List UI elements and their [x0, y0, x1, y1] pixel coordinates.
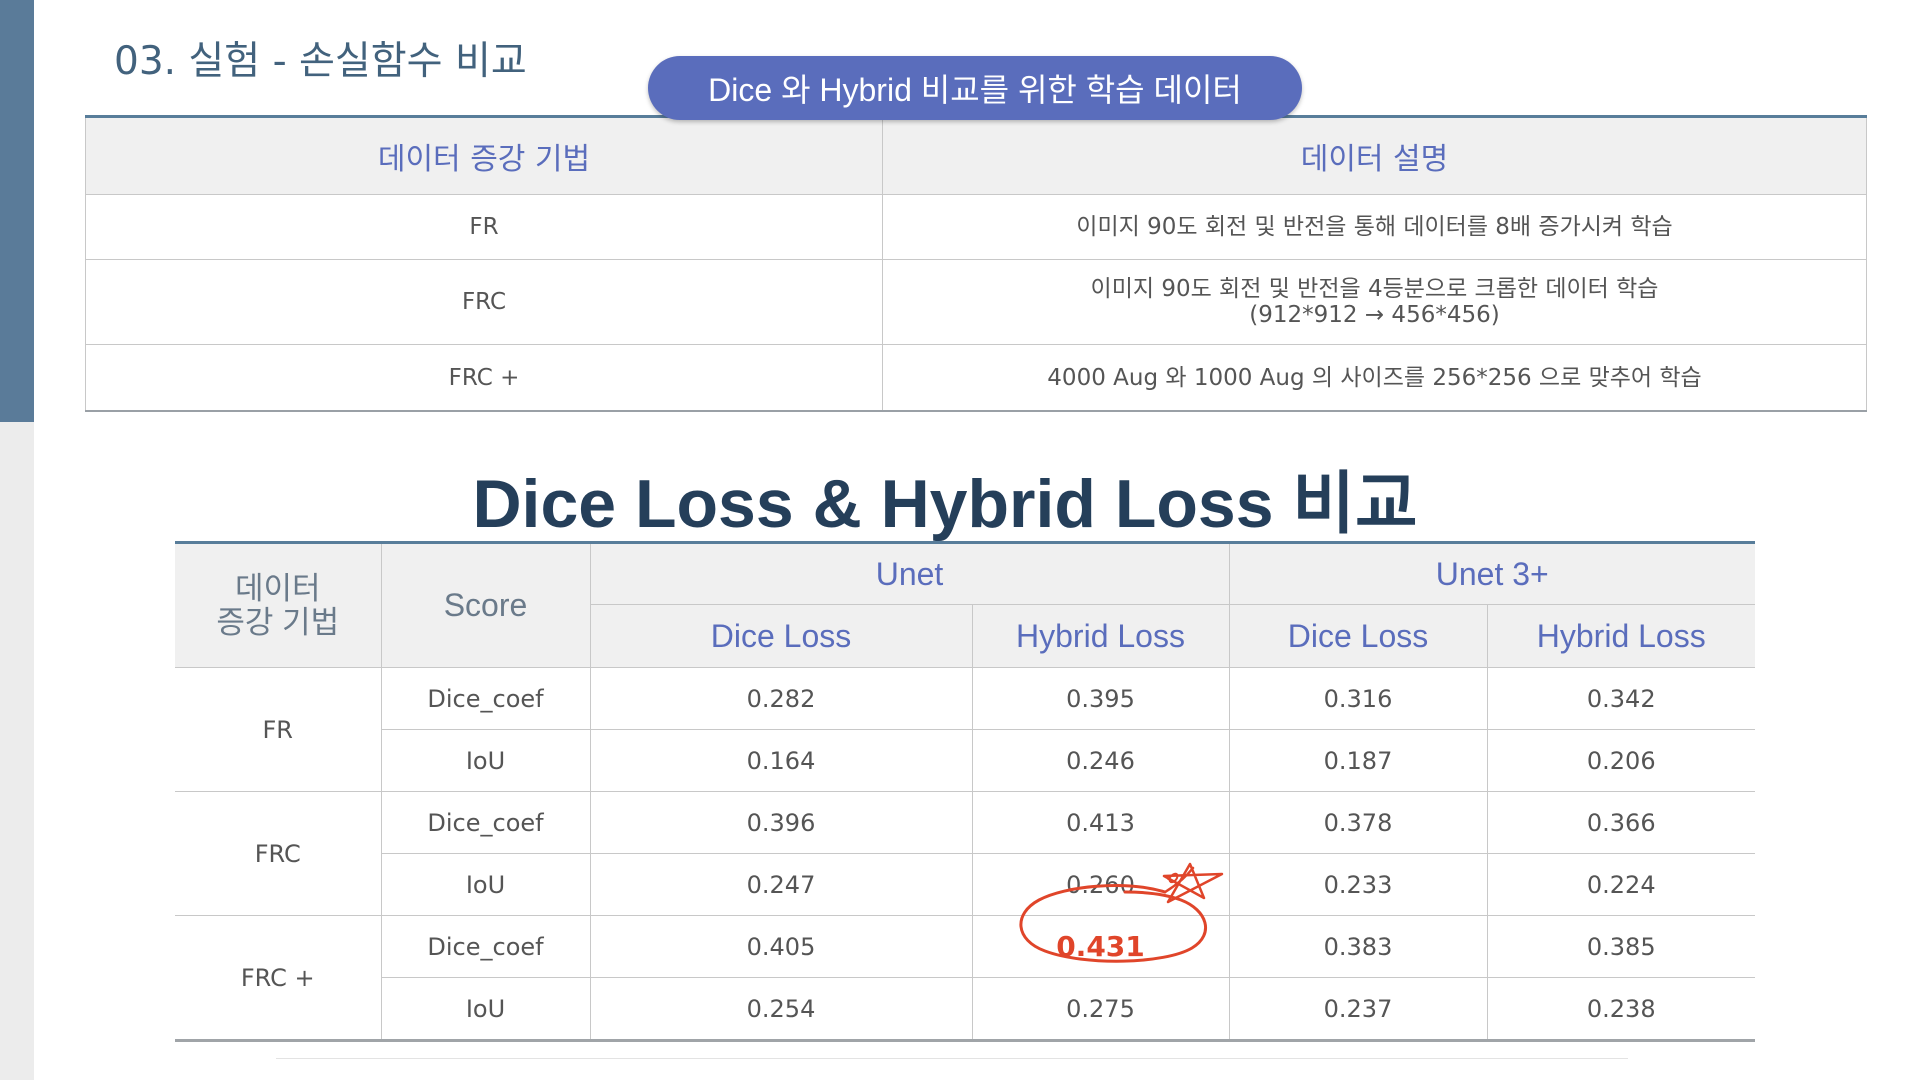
- score-value: 0.395: [971, 667, 1230, 730]
- score-value: 0.396: [589, 791, 973, 854]
- score-value: 0.247: [589, 853, 973, 916]
- left-accent-strip: [0, 0, 34, 422]
- table-row: IoU 0.254 0.275 0.237 0.238: [175, 977, 1755, 1041]
- score-value: 0.366: [1486, 791, 1755, 854]
- results-table: 데이터 증강 기법 Score Unet Unet 3+ Dice Loss H…: [175, 541, 1755, 1042]
- subheader-hybrid-loss: Hybrid Loss: [1486, 604, 1755, 668]
- header-line: 데이터: [234, 570, 321, 606]
- augment-method: FRC +: [175, 915, 382, 1041]
- score-value: 0.206: [1486, 729, 1755, 792]
- score-value: 0.385: [1486, 915, 1755, 978]
- header-augment-method: 데이터 증강 기법: [85, 116, 883, 195]
- table-row: IoU 0.247 0.260 0.233 0.224: [175, 853, 1755, 916]
- footer-divider: [276, 1058, 1628, 1059]
- table-row: FRC 이미지 90도 회전 및 반전을 4등분으로 크롭한 데이터 학습 (9…: [85, 259, 1867, 345]
- augment-description: 이미지 90도 회전 및 반전을 통해 데이터를 8배 증가시켜 학습: [882, 194, 1867, 260]
- table-row: IoU 0.164 0.246 0.187 0.206: [175, 729, 1755, 792]
- score-value: 0.383: [1228, 915, 1488, 978]
- table-row: FR 이미지 90도 회전 및 반전을 통해 데이터를 8배 증가시켜 학습: [85, 194, 1867, 260]
- table-row: FRC Dice_coef 0.396 0.413 0.378 0.366: [175, 791, 1755, 916]
- score-value: 0.254: [589, 977, 973, 1041]
- augment-method: FR: [85, 194, 883, 260]
- header-group-unet3plus: Unet 3+: [1228, 542, 1755, 605]
- score-name: Dice_coef: [380, 915, 591, 978]
- score-value: 0.275: [971, 977, 1230, 1041]
- score-value: 0.238: [1486, 977, 1755, 1041]
- score-value: 0.282: [589, 667, 973, 730]
- left-grey-strip: [0, 422, 34, 1080]
- score-name: Dice_coef: [380, 667, 591, 730]
- score-name: IoU: [380, 729, 591, 792]
- subheader-hybrid-loss: Hybrid Loss: [971, 604, 1230, 668]
- subheader-dice-loss: Dice Loss: [589, 604, 973, 668]
- score-value: 0.246: [971, 729, 1230, 792]
- table-row: FR Dice_coef 0.282 0.395 0.316 0.342: [175, 667, 1755, 792]
- score-value: 0.378: [1228, 791, 1488, 854]
- section-title: 03. 실험 - 손실함수 비교: [114, 39, 527, 84]
- header-data-description: 데이터 설명: [882, 116, 1867, 195]
- score-value: 0.342: [1486, 667, 1755, 730]
- header-augment-method: 데이터 증강 기법: [175, 542, 382, 668]
- score-value: 0.233: [1228, 853, 1488, 916]
- score-name: IoU: [380, 977, 591, 1041]
- score-value: 0.237: [1228, 977, 1488, 1041]
- subheader-dice-loss: Dice Loss: [1228, 604, 1488, 668]
- training-data-pill: Dice 와 Hybrid 비교를 위한 학습 데이터: [648, 56, 1302, 120]
- score-value: 0.187: [1228, 729, 1488, 792]
- comparison-title: Dice Loss & Hybrid Loss 비교: [472, 466, 1418, 542]
- header-score: Score: [380, 542, 591, 668]
- score-name: IoU: [380, 853, 591, 916]
- header-line: 증강 기법: [216, 604, 340, 640]
- table-row: FRC + 4000 Aug 와 1000 Aug 의 사이즈를 256*256…: [85, 344, 1867, 412]
- score-value-best: 0.431: [971, 915, 1230, 978]
- augment-method: FR: [175, 667, 382, 792]
- score-value: 0.224: [1486, 853, 1755, 916]
- augment-method: FRC: [85, 259, 883, 345]
- description-line: (912*912 → 456*456): [1249, 302, 1500, 328]
- augmentation-table: 데이터 증강 기법 데이터 설명 FR 이미지 90도 회전 및 반전을 통해 …: [85, 115, 1867, 412]
- score-value: 0.164: [589, 729, 973, 792]
- score-value: 0.413: [971, 791, 1230, 854]
- score-value: 0.405: [589, 915, 973, 978]
- header-group-unet: Unet: [589, 542, 1230, 605]
- description-line: 이미지 90도 회전 및 반전을 4등분으로 크롭한 데이터 학습: [1090, 276, 1659, 302]
- table-row: FRC + Dice_coef 0.405 0.431 0.383 0.385: [175, 915, 1755, 1041]
- hand-drawn-star-icon: [1162, 862, 1224, 904]
- augment-description: 이미지 90도 회전 및 반전을 4등분으로 크롭한 데이터 학습 (912*9…: [882, 259, 1867, 345]
- augment-description: 4000 Aug 와 1000 Aug 의 사이즈를 256*256 으로 맞추…: [882, 344, 1867, 412]
- score-value: 0.316: [1228, 667, 1488, 730]
- augment-method: FRC: [175, 791, 382, 916]
- score-name: Dice_coef: [380, 791, 591, 854]
- augment-method: FRC +: [85, 344, 883, 412]
